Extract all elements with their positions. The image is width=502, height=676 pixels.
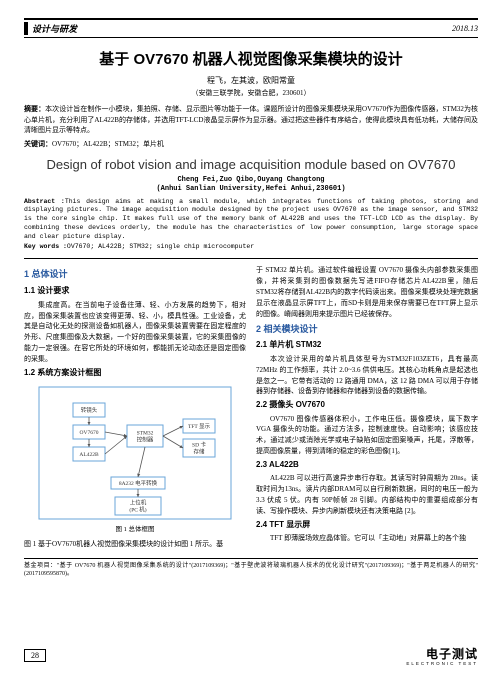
authors-english: Cheng Fei,Zuo Qibo,Ouyang Changtong [24, 176, 478, 184]
journal-logo: 电子测试 ELECTRONIC TEST [406, 645, 478, 666]
abstract-english: Abstract :This design aims at making a s… [24, 198, 478, 242]
heading-1: 1 总体设计 [24, 268, 246, 282]
svg-text:8A232 电平转换: 8A232 电平转换 [119, 479, 158, 487]
figure-caption: 图 1 基于OV7670机器人视觉图像采集模块的设计如图 1 所示。基 [24, 539, 246, 550]
svg-text:SD 卡: SD 卡 [192, 441, 206, 449]
para-2-1: 本次设计采用的单片机具体型号为STM32F103ZET6，具有最高72MHz 的… [256, 354, 478, 397]
abstract-chinese: 摘要：本次设计旨在制作一小模块，集拍照、存储、显示图片等功能于一体。课题所设计的… [24, 104, 478, 136]
svg-text:TFT 显示: TFT 显示 [188, 423, 211, 430]
affiliation-chinese: （安徽三联学院，安徽合肥，230601） [24, 88, 478, 98]
authors-chinese: 程飞，左其波，欧阳常童 [24, 75, 478, 86]
svg-text:AL422B: AL422B [79, 452, 99, 458]
keywords-english: Key words :OV7670; AL422B; STM32; single… [24, 243, 478, 250]
para-1-1: 集成度高。在当前电子设备往薄、轻、小方发展的趋势下，相对应，图像采集装置也应该变… [24, 300, 246, 365]
heading-2-3: 2.3 AL422B [256, 459, 478, 471]
page-number: 28 [24, 649, 46, 662]
svg-text:转镜头: 转镜头 [81, 406, 98, 414]
para-top-right: 于 STM32 单片机。通过软件编程设置 OV7670 摄像头内部参数采集图像，… [256, 265, 478, 319]
svg-text:存储: 存储 [193, 448, 205, 456]
heading-2: 2 相关模块设计 [256, 323, 478, 337]
heading-1-2: 1.2 系统方案设计框图 [24, 367, 246, 379]
footer-funding: 基金项目："基于 OV7670 机器人视觉图像采集系统的设计"(20171093… [24, 558, 478, 579]
para-2-4: TFT 即薄膜场效应晶体管。它可以「主动地」对屏幕上的各个独 [256, 533, 478, 544]
heading-2-4: 2.4 TFT 显示屏 [256, 519, 478, 531]
svg-text:控制器: 控制器 [137, 436, 154, 444]
heading-2-2: 2.2 摄像头 OV7670 [256, 399, 478, 411]
figure-caption-inner: 图 1 总体框图 [24, 525, 246, 535]
svg-text:上位机: 上位机 [130, 499, 147, 507]
svg-text:(PC 机): (PC 机) [129, 506, 146, 514]
para-2-3: AL422B 可以进行高速异步串行存取。其读写时钟周期为 20ns。读取时间为1… [256, 473, 478, 516]
heading-1-1: 1.1 设计要求 [24, 285, 246, 297]
heading-2-1: 2.1 单片机 STM32 [256, 339, 478, 351]
svg-text:STM32: STM32 [137, 431, 154, 437]
issue-date: 2018.13 [452, 24, 478, 33]
svg-text:OV7670: OV7670 [80, 430, 99, 436]
keywords-chinese: 关键词：OV7670；AL422B；STM32；单片机 [24, 139, 478, 149]
section-label: 设计与研发 [24, 22, 77, 35]
title-english: Design of robot vision and image acquisi… [24, 157, 478, 172]
title-chinese: 基于 OV7670 机器人视觉图像采集模块的设计 [24, 48, 478, 69]
right-column: 于 STM32 单片机。通过软件编程设置 OV7670 摄像头内部参数采集图像，… [256, 265, 478, 552]
figure-1: 转镜头 OV7670 AL422B STM32控制器 TFT 显示 SD 卡存储 8A232… [24, 383, 246, 535]
left-column: 1 总体设计 1.1 设计要求 集成度高。在当前电子设备往薄、轻、小方发展的趋势… [24, 265, 246, 552]
affiliation-english: (Anhui Sanlian University,Hefei Anhui,23… [24, 185, 478, 193]
para-2-2: OV7670 图像传感器体积小，工作电压低。摄像模块，属下数字 VGA 摄像头的… [256, 414, 478, 457]
